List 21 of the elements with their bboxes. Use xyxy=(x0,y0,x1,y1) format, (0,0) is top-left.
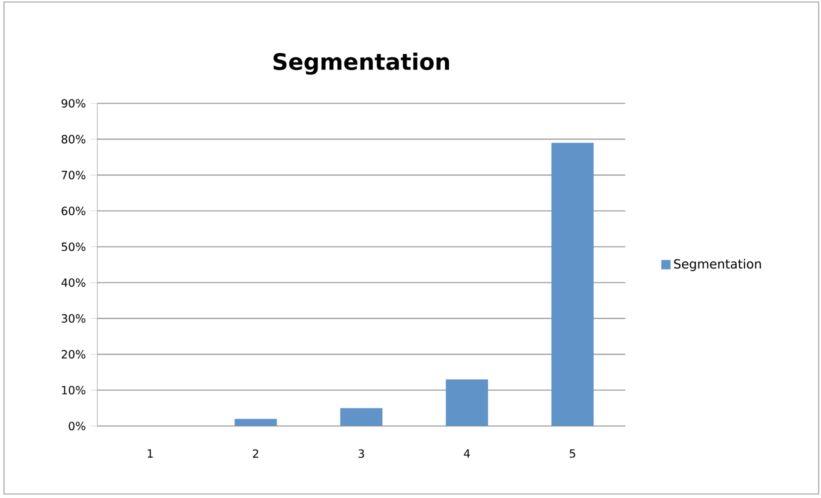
y-tick-label: 60% xyxy=(62,206,86,216)
x-tick-label: 4 xyxy=(464,449,470,458)
y-tick-label: 70% xyxy=(62,170,86,180)
y-tick-label: 80% xyxy=(62,134,86,144)
y-tick-label: 30% xyxy=(62,314,86,323)
y-tick-label: 10% xyxy=(62,386,86,394)
y-tick-label: 20% xyxy=(62,350,86,359)
y-tick-label: 0% xyxy=(68,422,86,430)
bar xyxy=(340,408,382,426)
x-tick-label: 5 xyxy=(570,449,576,458)
x-tick-label: 1 xyxy=(148,449,153,458)
x-tick-label: 3 xyxy=(358,449,364,458)
x-tick-label: 2 xyxy=(252,449,258,458)
chart-title: Segmentation xyxy=(274,52,449,75)
bar xyxy=(446,379,488,426)
y-tick-label: 50% xyxy=(62,242,86,252)
bar xyxy=(551,142,594,426)
legend-label: Segmentation xyxy=(674,258,761,272)
bar xyxy=(234,418,277,426)
y-tick-label: 40% xyxy=(61,278,86,287)
y-tick-label: 90% xyxy=(62,99,86,108)
